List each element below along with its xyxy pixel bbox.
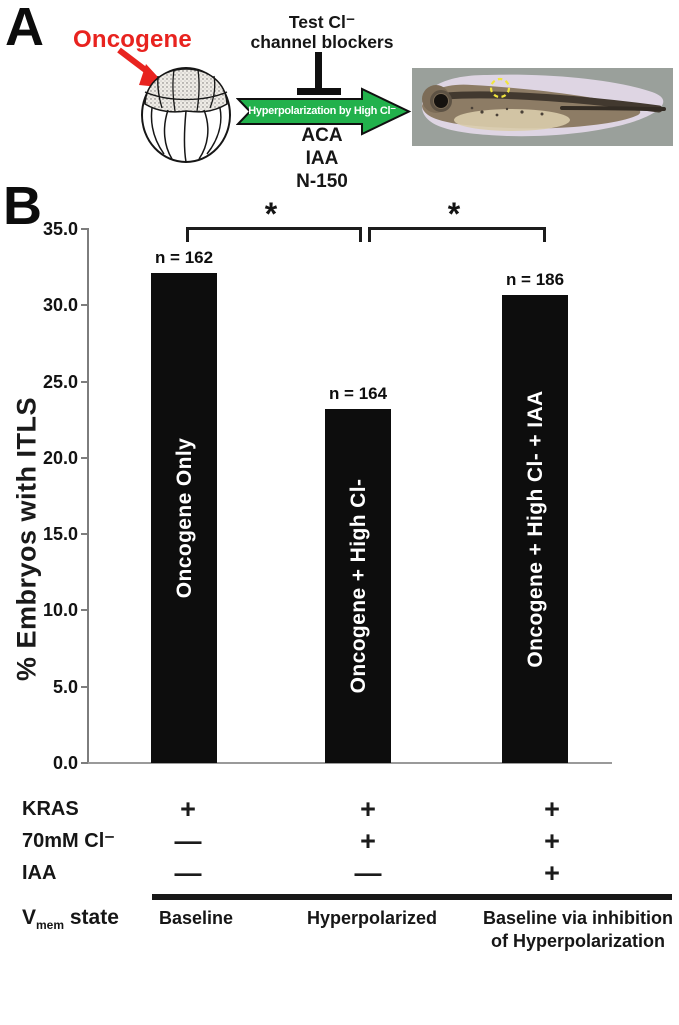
y-tick-label: 20.0 — [42, 447, 78, 468]
y-tick — [81, 228, 88, 230]
panel-a-label: A — [5, 0, 44, 57]
significance-bracket — [368, 227, 546, 242]
panel-b-label: B — [3, 176, 42, 236]
table-cell: + — [180, 794, 196, 824]
y-tick — [81, 533, 88, 536]
significance-star: * — [264, 196, 278, 232]
table-separator-line — [152, 894, 672, 900]
vmem-state-value: Hyperpolarized — [306, 908, 438, 928]
bar-0 — [151, 273, 217, 763]
y-tick — [81, 685, 88, 688]
table-row-label: IAA — [22, 862, 57, 884]
table-row-label: KRAS — [22, 798, 79, 820]
table-row-label: 70mM Cl⁻ — [22, 830, 115, 852]
vmem-state-label: Vmem state — [22, 906, 119, 933]
y-tick — [81, 762, 88, 764]
y-tick-label: 25.0 — [42, 371, 78, 392]
y-tick — [81, 456, 88, 459]
y-tick-label: 10.0 — [42, 600, 78, 621]
tadpole-photo — [412, 68, 673, 146]
bar-n-label: n = 186 — [505, 269, 565, 289]
bar-n-label: n = 162 — [154, 248, 214, 268]
chemical-n150: N-150 — [296, 171, 348, 192]
bar-n-label: n = 164 — [328, 384, 388, 404]
y-tick — [81, 380, 88, 383]
significance-star: * — [447, 196, 461, 232]
channel-blockers-label: Test Cl⁻ channel blockers — [250, 12, 394, 52]
table-cell: — — [174, 826, 202, 856]
blocker-chemicals-list: ACA IAA N-150 — [272, 124, 372, 193]
y-tick-label: 15.0 — [42, 524, 78, 545]
y-tick-label: 5.0 — [52, 676, 78, 697]
inhibition-tbar-crossbar-icon — [297, 88, 341, 95]
vmem-state-value: Baseline — [158, 908, 234, 928]
table-cell: + — [360, 794, 376, 824]
y-tick-label: 35.0 — [42, 219, 78, 239]
significance-bracket — [186, 227, 362, 242]
yellow-roi-circle — [489, 77, 511, 99]
embryo-illustration — [141, 67, 231, 163]
bar-2 — [502, 294, 568, 763]
y-tick-label: 30.0 — [42, 295, 78, 316]
bar-category-label: Oncogene + High Cl- — [347, 478, 370, 694]
bar-category-label: Oncogene + High Cl- + IAA — [524, 390, 547, 668]
hyperpolarization-arrow-icon — [236, 87, 412, 136]
table-cell: + — [360, 826, 376, 856]
table-cell: + — [544, 826, 560, 856]
chemical-aca: ACA — [301, 125, 343, 146]
table-cell: — — [354, 858, 382, 888]
oncogene-label: Oncogene — [73, 26, 192, 53]
chemical-iaa: IAA — [305, 148, 339, 169]
table-cell: + — [544, 858, 560, 888]
inhibition-tbar-stem-icon — [315, 52, 322, 90]
bar-category-label: Oncogene Only — [173, 437, 196, 599]
x-axis-line — [88, 762, 612, 764]
hyperpolarization-arrow-label: Hyperpolarization by High Cl⁻ — [248, 105, 396, 117]
table-cell: + — [544, 794, 560, 824]
table-cell: — — [174, 858, 202, 888]
vmem-state-value: Baseline via inhibition of Hyperpolariza… — [482, 908, 674, 951]
y-tick — [81, 609, 88, 612]
y-tick — [81, 304, 88, 307]
y-axis-line — [87, 228, 89, 764]
y-tick-label: 0.0 — [52, 753, 78, 773]
bar-1 — [325, 409, 391, 763]
